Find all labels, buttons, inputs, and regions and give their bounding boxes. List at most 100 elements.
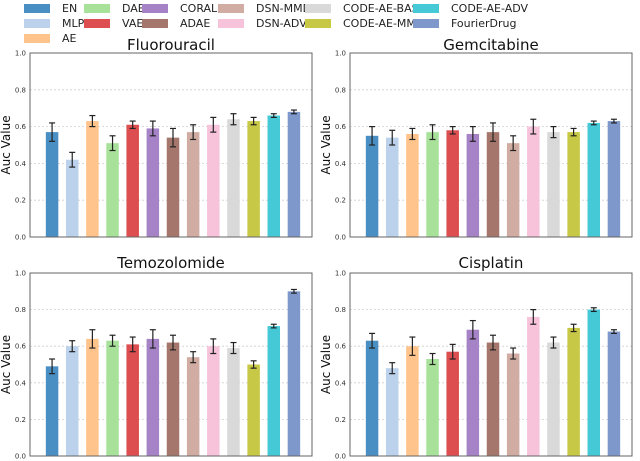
fluorouracil-bar-dsn-mmd	[186, 132, 200, 237]
cisplatin-bar-adae	[486, 342, 500, 456]
legend-swatch	[24, 33, 50, 43]
cisplatin-title: Cisplatin	[459, 254, 524, 272]
cisplatin-ylabel: Auc Value	[319, 335, 333, 394]
cisplatin-ytick-label: 1.0	[335, 270, 346, 278]
fluorouracil-bar-adae	[166, 137, 180, 237]
temozolomide-bar-dsn-mmd	[186, 357, 200, 456]
cisplatin-ytick-label: 0.6	[335, 343, 347, 351]
legend-label: DAE	[122, 1, 145, 15]
cisplatin-bar-code-ae-adv	[587, 309, 601, 456]
fluorouracil-bar-mlp	[65, 159, 79, 237]
legend-item-en: EN	[24, 1, 77, 15]
temozolomide-title: Temozolomide	[116, 254, 225, 272]
cisplatin-bar-dae	[426, 359, 439, 456]
legend: EN MLP AE DAE VAE CORAL ADAE DSN-MMD DSN-ADV CODE…	[0, 0, 640, 46]
temozolomide-ytick-label: 0.6	[15, 343, 27, 351]
legend-swatch	[84, 18, 110, 28]
legend-swatch	[218, 18, 244, 28]
fluorouracil-bar-ae	[86, 121, 99, 237]
legend-label: FourierDrug	[451, 16, 517, 30]
temozolomide-bar-adae	[166, 342, 180, 456]
fluorouracil-title: Fluorouracil	[127, 36, 215, 54]
gemcitabine-bar-en	[365, 135, 379, 237]
gemcitabine-title: Gemcitabine	[443, 36, 538, 54]
cisplatin-bar-en	[365, 340, 379, 456]
temozolomide-plot-frame	[29, 272, 313, 457]
fluorouracil-plot-frame	[29, 52, 313, 238]
cisplatin-bar-fourierdrug	[607, 331, 621, 456]
legend-item-dsn-adv: DSN-ADV	[218, 16, 307, 30]
fluorouracil-bar-coral	[146, 128, 160, 237]
legend-item-fourierdrug: FourierDrug	[413, 16, 516, 30]
cisplatin-ytick-label: 0.0	[335, 453, 346, 461]
cisplatin-bar-vae	[446, 351, 459, 456]
temozolomide-bar-coral	[146, 338, 160, 456]
legend-swatch	[413, 3, 439, 13]
temozolomide-ytick-label: 0.4	[15, 379, 27, 387]
gemcitabine-bar-dsn-adv	[527, 126, 540, 237]
cisplatin-ytick-label: 0.2	[335, 416, 346, 424]
cisplatin-bar-mlp	[385, 368, 399, 456]
legend-label: DSN-MMD	[256, 1, 312, 15]
fluorouracil-bar-fourierdrug	[287, 111, 301, 237]
legend-item-dae: DAE	[84, 1, 145, 15]
fluorouracil-ytick-label: 0.8	[15, 86, 26, 94]
cisplatin-ytick-label: 0.8	[335, 306, 346, 314]
legend-swatch	[84, 3, 110, 13]
temozolomide-bar-code-ae-mmd	[247, 364, 260, 456]
legend-item-mlp: MLP	[24, 16, 84, 30]
gemcitabine-bar-adae	[486, 132, 500, 237]
gemcitabine-bar-code-ae-adv	[587, 122, 601, 237]
legend-swatch	[24, 3, 50, 13]
legend-label: CODE-AE-ADV	[451, 1, 529, 15]
legend-label: DSN-ADV	[256, 16, 307, 30]
legend-label: CORAL	[180, 1, 218, 15]
fluorouracil-bar-code-ae-mmd	[247, 121, 260, 237]
gemcitabine-bar-code-ae-base	[547, 132, 560, 237]
fluorouracil-ytick-label: 0.0	[15, 234, 26, 242]
fluorouracil-ytick-label: 0.4	[15, 160, 27, 168]
cisplatin-bar-code-ae-mmd	[567, 327, 580, 456]
legend-swatch	[413, 18, 439, 28]
temozolomide-bar-en	[45, 366, 59, 456]
gemcitabine-bar-dsn-mmd	[506, 143, 520, 237]
fluorouracil-bar-vae	[126, 124, 139, 237]
temozolomide-bar-dsn-adv	[207, 346, 220, 456]
fluorouracil-ytick-label: 1.0	[15, 50, 26, 58]
temozolomide-ytick-label: 1.0	[15, 270, 26, 278]
temozolomide-ytick-label: 0.2	[15, 416, 26, 424]
fluorouracil-bar-dsn-adv	[207, 124, 220, 237]
temozolomide-bar-code-ae-adv	[267, 326, 281, 456]
legend-item-code-ae-base: CODE-AE-BASE	[305, 1, 426, 15]
legend-label: CODE-AE-BASE	[343, 1, 426, 15]
cisplatin-bar-code-ae-base	[547, 342, 560, 456]
legend-item-coral: CORAL	[142, 1, 217, 15]
fluorouracil-bar-en	[45, 132, 59, 237]
gemcitabine-ytick-label: 0.2	[335, 197, 346, 205]
cisplatin-bar-coral	[466, 329, 480, 456]
legend-item-vae: VAE	[84, 16, 143, 30]
gemcitabine-ytick-label: 1.0	[335, 50, 346, 58]
legend-item-adae: ADAE	[142, 16, 210, 30]
legend-swatch	[142, 18, 168, 28]
temozolomide-ylabel: Auc Value	[0, 335, 13, 394]
fluorouracil-bar-code-ae-adv	[267, 115, 281, 237]
gemcitabine-ytick-label: 0.0	[335, 234, 346, 242]
legend-item-code-ae-adv: CODE-AE-ADV	[413, 1, 528, 15]
legend-label: ADAE	[180, 16, 211, 30]
legend-swatch	[142, 3, 168, 13]
fluorouracil-ytick-label: 0.2	[15, 197, 26, 205]
cisplatin-ytick-label: 0.4	[335, 379, 347, 387]
legend-item-dsn-mmd: DSN-MMD	[218, 1, 311, 15]
gemcitabine-plot-frame	[349, 52, 633, 238]
temozolomide-ytick-label: 0.0	[15, 453, 26, 461]
cisplatin-bar-dsn-adv	[527, 316, 540, 456]
temozolomide-bar-fourierdrug	[287, 291, 301, 456]
legend-swatch	[24, 18, 50, 28]
cisplatin-plot-frame	[349, 272, 633, 457]
temozolomide-ytick-label: 0.8	[15, 306, 26, 314]
temozolomide-bar-dae	[106, 340, 119, 456]
gemcitabine-ytick-label: 0.4	[335, 160, 347, 168]
legend-swatch	[305, 3, 331, 13]
